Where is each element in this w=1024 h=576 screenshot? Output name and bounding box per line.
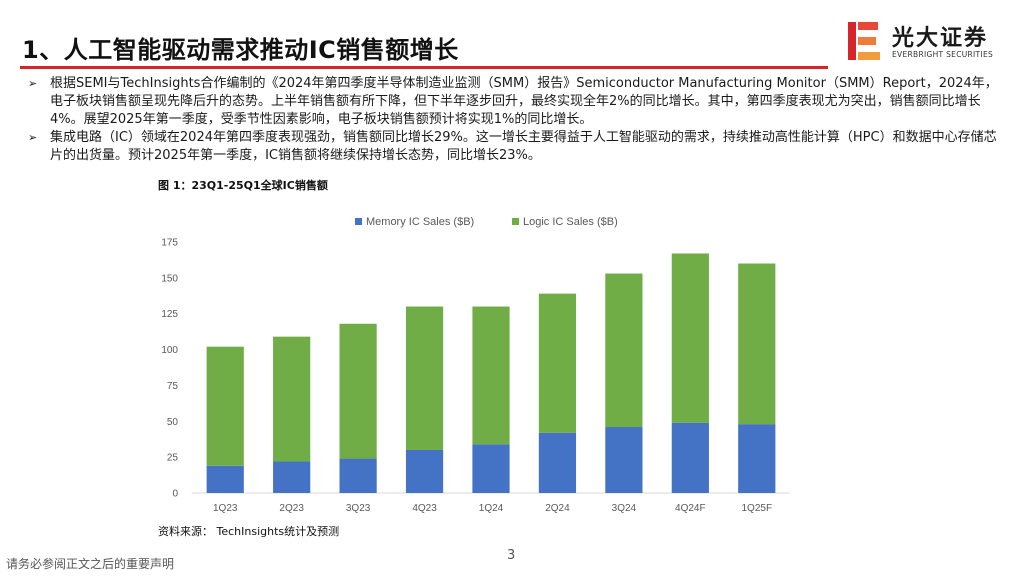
x-tick-label: 4Q24F: [675, 503, 706, 514]
bar-logic: [339, 323, 377, 459]
bullet-text: 集成电路（IC）领域在2024年第四季度表现强劲，销售额同比增长29%。这一增长…: [50, 130, 997, 163]
y-tick-label: 100: [161, 345, 178, 356]
bar-logic: [273, 336, 311, 462]
bar-logic: [671, 253, 709, 423]
y-tick-label: 150: [161, 273, 178, 284]
title-rule: [20, 66, 828, 69]
bar-logic: [605, 273, 643, 428]
legend-swatch: [355, 218, 362, 225]
brand-name: 光大证券: [892, 26, 989, 51]
legend-label: Memory IC Sales ($B): [366, 216, 474, 228]
page-number: 3: [507, 548, 516, 563]
bar-memory: [538, 432, 577, 493]
bar-memory: [738, 424, 776, 493]
bar-memory: [605, 427, 643, 493]
bar-memory: [273, 461, 311, 493]
x-tick-label: 2Q24: [545, 503, 570, 514]
x-tick-label: 3Q24: [612, 503, 637, 514]
bar-memory: [405, 449, 444, 493]
stacked-bar-chart: Memory IC Sales ($B) Logic IC Sales ($B) 0…: [161, 216, 790, 514]
bar-logic: [206, 346, 244, 466]
brand-logo-icon: [848, 22, 880, 60]
y-tick-label: 75: [167, 381, 179, 392]
legend-label: Logic IC Sales ($B): [523, 216, 618, 228]
bar-logic: [538, 293, 577, 433]
y-tick-label: 125: [161, 309, 178, 320]
bar-logic: [472, 306, 510, 445]
x-tick-label: 4Q23: [412, 503, 437, 514]
y-tick-label: 0: [172, 489, 178, 500]
bar-logic: [405, 306, 444, 450]
figure-caption: 图 1：23Q1-25Q1全球IC销售额: [158, 179, 328, 192]
bar-memory: [472, 444, 510, 493]
x-tick-label: 1Q24: [479, 503, 504, 514]
bar-memory: [206, 465, 244, 493]
bullet-list: ➢ 根据SEMI与TechInsights合作编制的《2024年第四季度半导体制…: [28, 75, 1008, 165]
bullet-item: ➢ 集成电路（IC）领域在2024年第四季度表现强劲，销售额同比增长29%。这一…: [28, 129, 1008, 165]
bar-memory: [339, 458, 377, 493]
figure-source: 资料来源： TechInsights统计及预测: [158, 525, 340, 538]
legend-swatch: [512, 218, 519, 225]
brand-sub: EVERBRIGHT SECURITIES: [892, 50, 994, 59]
y-tick-label: 175: [161, 238, 178, 249]
x-tick-label: 2Q23: [279, 503, 304, 514]
bar-logic: [738, 263, 776, 425]
bullet-item: ➢ 根据SEMI与TechInsights合作编制的《2024年第四季度半导体制…: [28, 75, 1008, 129]
brand-logo: 光大证券 EVERBRIGHT SECURITIES: [846, 18, 1016, 66]
slide-title: 1、人工智能驱动需求推动IC销售额增长: [22, 36, 459, 64]
y-tick-label: 50: [167, 417, 179, 428]
arrow-bullet-icon: ➢: [28, 77, 38, 90]
x-tick-label: 3Q23: [346, 503, 371, 514]
bar-memory: [671, 422, 709, 493]
x-tick-label: 1Q23: [213, 503, 238, 514]
x-tick-label: 1Q25F: [741, 503, 772, 514]
disclaimer-note: 请务必参阅正文之后的重要声明: [6, 557, 175, 571]
bullet-text: 根据SEMI与TechInsights合作编制的《2024年第四季度半导体制造业…: [50, 76, 998, 127]
y-tick-label: 25: [167, 453, 179, 464]
arrow-bullet-icon: ➢: [28, 131, 38, 144]
